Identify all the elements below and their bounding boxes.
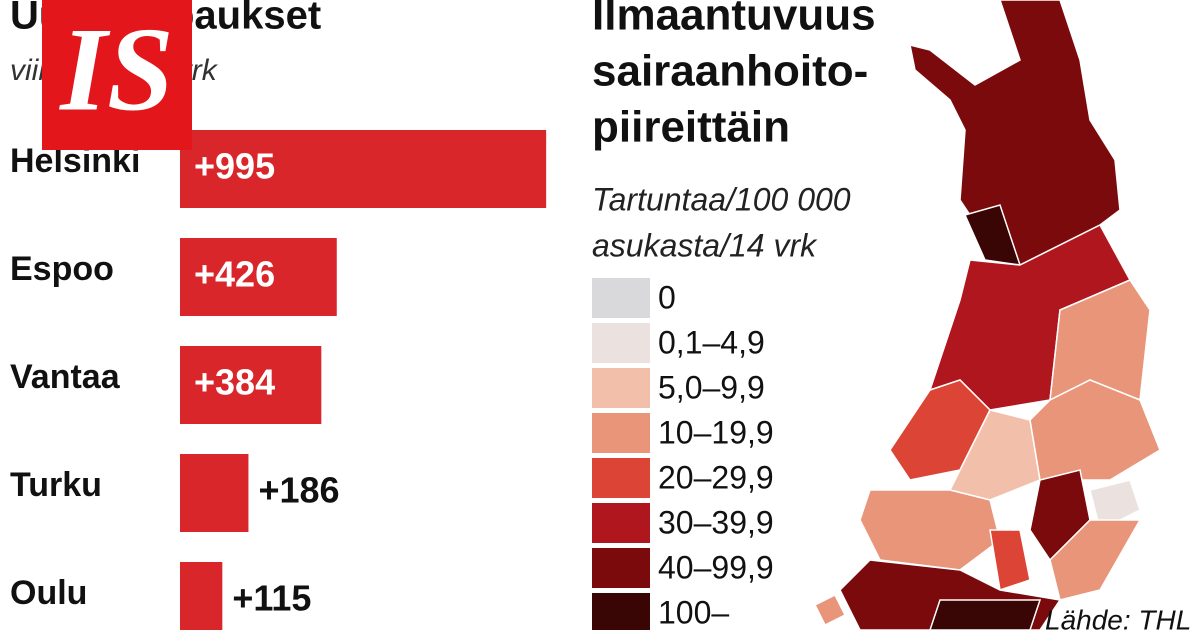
region [909,0,1121,266]
legend-swatch [592,593,650,630]
value-label: +186 [258,470,339,511]
region [1049,519,1142,601]
map-subtitle: asukasta/14 vrk [592,227,818,263]
legend-swatch [592,548,650,588]
region [989,529,1031,591]
bar [180,454,249,532]
legend-swatch [592,413,650,453]
bar [180,562,223,630]
region [929,599,1042,630]
source: Lähde: THL [1045,604,1191,630]
legend-label: 0 [658,279,676,315]
legend-swatch [592,458,650,498]
logo-box [42,0,192,150]
value-label: +426 [194,254,275,295]
region [1089,479,1141,532]
region [859,489,1001,571]
map [813,0,1161,630]
value-label: +995 [194,146,275,187]
legend-label: 100– [658,594,729,630]
map-subtitle: Tartuntaa/100 000 [592,181,851,217]
legend-label: 20–29,9 [658,459,774,495]
legend-label: 10–19,9 [658,414,774,450]
value-label: +384 [194,362,275,403]
logo: IS [42,0,192,150]
category-label: Oulu [10,574,87,612]
category-label: Turku [10,466,102,504]
legend-label: 0,1–4,9 [658,324,765,360]
region [1029,379,1161,481]
region [813,593,847,627]
map-title: Ilmaantuvuus [592,0,876,40]
map-title: piireittäin [592,103,790,152]
legend-swatch [592,278,650,318]
category-label: Vantaa [10,358,121,396]
category-label: Espoo [10,250,114,288]
legend-swatch [592,323,650,363]
bar [180,346,322,424]
logo-text: IS [58,3,173,136]
value-label: +115 [232,578,311,619]
bar [180,130,547,208]
bar [180,238,337,316]
legend-label: 5,0–9,9 [658,369,765,405]
legend-swatch [592,368,650,408]
legend-label: 40–99,9 [658,549,774,585]
map-title: sairaanhoito- [592,47,868,96]
legend-swatch [592,503,650,543]
legend-label: 30–39,9 [658,504,774,540]
